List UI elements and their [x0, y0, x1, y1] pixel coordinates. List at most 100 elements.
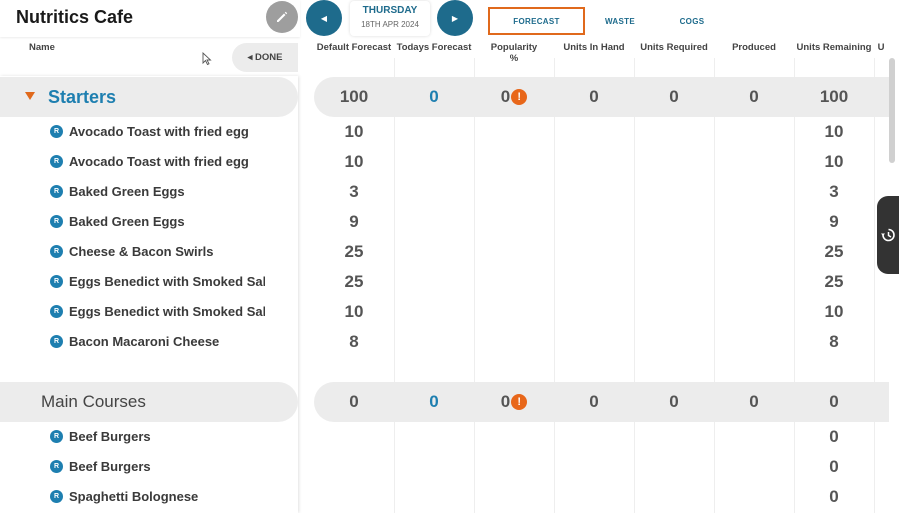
column-divider — [794, 58, 795, 513]
column-divider — [874, 58, 875, 513]
main-courses-default-forecast-total: 0 — [349, 392, 359, 411]
group-title-starters: Starters — [48, 87, 117, 107]
units-remaining-cell: 25 — [824, 242, 844, 261]
list-item[interactable]: R Avocado Toast with fried egg — [50, 121, 249, 141]
recipe-badge-icon: R — [50, 274, 63, 288]
previous-day-button[interactable]: ◀ — [306, 0, 342, 36]
starters-popularity-total: 0! — [474, 87, 554, 107]
chevron-right-icon: ▶ — [451, 13, 459, 23]
list-item[interactable]: R Baked Green Eggs — [50, 181, 185, 201]
warning-icon[interactable]: ! — [511, 89, 528, 105]
column-header-name: Name — [29, 42, 55, 53]
units-remaining-cell: 0 — [829, 427, 839, 446]
main-courses-units-remaining-total: 0 — [829, 392, 839, 411]
item-name: Beef Burgers — [69, 428, 151, 444]
item-name: Baked Green Eggs — [69, 183, 185, 199]
default-forecast-cell: 10 — [344, 302, 364, 321]
units-remaining-cell: 9 — [829, 212, 839, 231]
main-courses-totals-row — [314, 382, 889, 422]
chevron-left-icon: ◀ — [320, 13, 328, 23]
column-divider — [394, 58, 395, 513]
list-item[interactable]: R Eggs Benedict with Smoked Salm — [50, 271, 265, 291]
item-name: Spaghetti Bolognese — [69, 488, 199, 504]
column-header-default-forecast: Default Forecast — [316, 42, 392, 53]
starters-units-in-hand-total: 0 — [589, 87, 599, 106]
recipe-badge-icon: R — [50, 214, 63, 228]
column-header-units-in-hand: Units In Hand — [563, 42, 625, 53]
recipe-badge-icon: R — [50, 124, 63, 138]
edit-button[interactable] — [266, 1, 298, 33]
popularity-value: 0 — [500, 87, 511, 106]
list-item[interactable]: R Bacon Macaroni Cheese — [50, 331, 219, 351]
starters-produced-total: 0 — [749, 87, 759, 106]
main-courses-produced-total: 0 — [749, 392, 759, 411]
list-item[interactable]: R Spaghetti Bolognese — [50, 486, 198, 506]
default-forecast-cell: 25 — [344, 242, 364, 261]
header-bar — [0, 0, 300, 37]
group-title-main-courses: Main Courses — [41, 392, 146, 411]
history-panel-toggle[interactable] — [877, 196, 899, 274]
starters-todays-forecast-total[interactable]: 0 — [429, 87, 439, 106]
list-item[interactable]: R Cheese & Bacon Swirls — [50, 241, 214, 261]
units-remaining-cell: 25 — [824, 272, 844, 291]
item-name: Bacon Macaroni Cheese — [69, 333, 220, 349]
item-name: Eggs Benedict with Smoked Salm — [69, 273, 265, 289]
list-item[interactable]: R Eggs Benedict with Smoked Salm — [50, 301, 265, 321]
column-divider — [714, 58, 715, 513]
main-courses-popularity-total: 0! — [474, 392, 554, 412]
main-courses-group-header[interactable] — [0, 382, 298, 422]
popularity-value: 0 — [500, 392, 511, 411]
list-item[interactable]: R Baked Green Eggs — [50, 211, 185, 231]
starters-totals-row — [314, 77, 889, 117]
units-remaining-cell: 0 — [829, 487, 839, 506]
column-header-units-remaining: Units Remaining — [796, 42, 872, 53]
units-remaining-cell: 0 — [829, 457, 839, 476]
date-display: THURSDAY 18TH APR 2024 — [350, 1, 430, 36]
tab-cogs[interactable]: COGS — [679, 16, 705, 26]
recipe-badge-icon: R — [50, 334, 63, 348]
recipe-badge-icon: R — [50, 184, 63, 198]
default-forecast-cell: 10 — [344, 122, 364, 141]
popularity-header-line2: % — [509, 53, 519, 64]
column-header-produced: Produced — [732, 42, 776, 53]
starters-default-forecast-total: 100 — [339, 87, 369, 106]
date-day: THURSDAY — [362, 5, 418, 16]
collapse-triangle-icon[interactable] — [25, 92, 35, 100]
column-header-popularity: Popularity % — [474, 42, 554, 64]
recipe-badge-icon: R — [50, 459, 63, 473]
list-item[interactable]: R Beef Burgers — [50, 426, 151, 446]
recipe-badge-icon: R — [50, 154, 63, 168]
item-name: Eggs Benedict with Smoked Salm — [69, 303, 265, 319]
main-courses-units-required-total: 0 — [669, 392, 679, 411]
column-header-units-required: Units Required — [640, 42, 708, 53]
next-day-button[interactable]: ▶ — [437, 0, 473, 36]
starters-units-remaining-total: 100 — [819, 87, 849, 106]
recipe-badge-icon: R — [50, 244, 63, 258]
column-header-todays-forecast: Todays Forecast — [396, 42, 472, 53]
list-item[interactable]: R Avocado Toast with fried egg — [50, 151, 249, 171]
warning-icon[interactable]: ! — [511, 394, 528, 410]
item-name: Avocado Toast with fried egg — [69, 153, 249, 169]
units-remaining-cell: 10 — [824, 122, 844, 141]
starters-group-header[interactable] — [0, 77, 298, 117]
column-divider — [474, 58, 475, 513]
vertical-scrollbar[interactable] — [889, 58, 895, 163]
list-item[interactable]: R Beef Burgers — [50, 456, 151, 476]
units-remaining-cell: 8 — [829, 332, 839, 351]
default-forecast-cell: 9 — [349, 212, 359, 231]
pencil-icon — [277, 11, 288, 22]
mouse-cursor-icon — [202, 52, 212, 66]
column-header-cut-off: U — [877, 42, 885, 53]
tab-forecast[interactable]: FORECAST — [488, 7, 585, 35]
units-remaining-cell: 10 — [824, 152, 844, 171]
item-name: Cheese & Bacon Swirls — [69, 243, 214, 259]
units-remaining-cell: 10 — [824, 302, 844, 321]
default-forecast-cell: 8 — [349, 332, 359, 351]
tab-waste[interactable]: WASTE — [605, 16, 635, 26]
done-button[interactable]: ◂ DONE — [232, 43, 298, 72]
main-courses-todays-forecast-total[interactable]: 0 — [429, 392, 439, 411]
default-forecast-cell: 3 — [349, 182, 359, 201]
history-icon — [881, 228, 895, 242]
item-name-panel — [0, 76, 298, 513]
